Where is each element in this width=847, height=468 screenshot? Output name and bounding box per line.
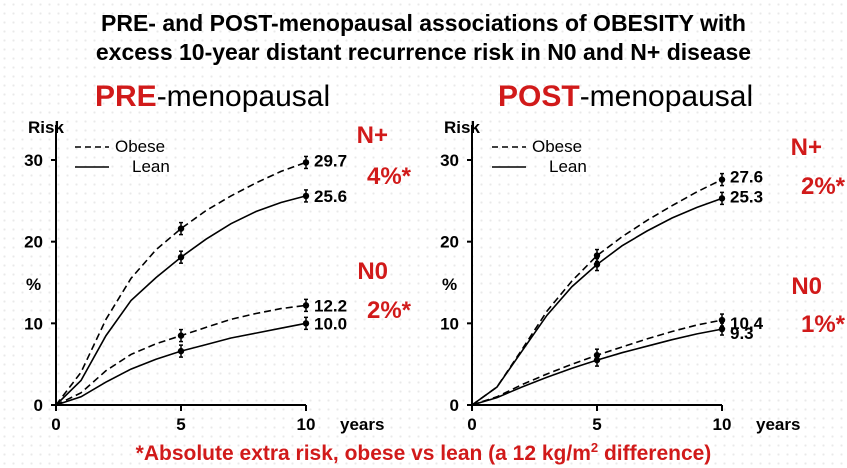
figure-title-line-2: excess 10-year distant recurrence risk i… bbox=[95, 39, 752, 65]
pre-data-point bbox=[302, 192, 310, 200]
post-data-point bbox=[593, 356, 601, 364]
post-menopausal-panel-title: POST-menopausal bbox=[498, 80, 753, 114]
pre-nplus-group-label: N+ bbox=[357, 122, 388, 149]
pre-x-tick-label: 5 bbox=[176, 415, 185, 434]
post-data-point bbox=[593, 252, 601, 259]
pre-y-tick-label: 20 bbox=[24, 233, 43, 252]
pre-x-tick-label: 10 bbox=[297, 415, 316, 434]
post-data-point bbox=[593, 261, 601, 268]
pre-legend-label-lean: Lean bbox=[132, 157, 170, 176]
post-nplus-lean-end-label: 25.3 bbox=[730, 187, 763, 206]
footnote: *Absolute extra risk, obese vs lean (a 1… bbox=[0, 434, 847, 468]
post-n0-lean-end-label: 9.3 bbox=[730, 324, 754, 343]
post-n0-group-label: N0 bbox=[791, 273, 822, 300]
post-x-tick-label: 0 bbox=[467, 415, 476, 434]
pre-data-point bbox=[177, 347, 185, 355]
pre-n0-obese-end-label: 12.2 bbox=[314, 296, 347, 315]
footnote-main: *Absolute extra risk, obese vs lean (a 1… bbox=[135, 442, 591, 465]
post-x-tick-label: 5 bbox=[592, 415, 601, 434]
footnote-end: difference) bbox=[598, 442, 712, 465]
pre-data-point bbox=[302, 159, 310, 166]
post-x-axis-title: years bbox=[756, 415, 800, 434]
figure-title-line-1: PRE- and POST-menopausal associations of… bbox=[101, 10, 746, 36]
post-y-tick-label: 0 bbox=[450, 396, 459, 415]
pre-nplus-excess-risk: 4%* bbox=[367, 163, 412, 190]
post-data-point bbox=[718, 316, 726, 324]
footnote-superscript: 2 bbox=[590, 440, 599, 455]
post-y-axis-title: Risk bbox=[444, 118, 480, 137]
post-nplus-group-label: N+ bbox=[791, 134, 822, 161]
post-y-tick-label: 30 bbox=[440, 151, 459, 170]
pre-nplus-lean-end-label: 25.6 bbox=[314, 187, 347, 206]
post-legend-label-obese: Obese bbox=[532, 137, 582, 156]
pre-y-tick-label: 30 bbox=[24, 151, 43, 170]
pre-data-point bbox=[177, 225, 185, 232]
pre-y-axis-unit: % bbox=[26, 275, 41, 294]
post-title-rest: -menopausal bbox=[579, 80, 754, 113]
pre-nplus-obese-end-label: 29.7 bbox=[314, 151, 347, 170]
pre-n0-group-label: N0 bbox=[357, 258, 388, 285]
post-data-point bbox=[718, 195, 726, 202]
post-nplus-lean-line bbox=[471, 197, 723, 406]
post-x-tick-label: 10 bbox=[713, 415, 732, 434]
pre-title-highlight: PRE bbox=[95, 80, 157, 113]
post-y-tick-label: 20 bbox=[440, 233, 459, 252]
pre-y-tick-label: 10 bbox=[24, 314, 43, 333]
pre-y-tick-label: 0 bbox=[34, 396, 43, 415]
post-y-axis-unit: % bbox=[442, 275, 457, 294]
pre-y-axis-title: Risk bbox=[28, 118, 64, 137]
pre-legend-label-obese: Obese bbox=[115, 137, 165, 156]
pre-data-point bbox=[177, 332, 185, 339]
pre-n0-lean-end-label: 10.0 bbox=[314, 314, 347, 333]
post-y-tick-label: 10 bbox=[440, 314, 459, 333]
pre-data-point bbox=[302, 320, 310, 327]
pre-data-point bbox=[302, 302, 310, 309]
pre-x-tick-label: 0 bbox=[51, 415, 60, 434]
post-n0-obese-end-label: 10.4 bbox=[730, 314, 764, 333]
pre-x-axis-title: years bbox=[340, 415, 384, 434]
post-data-point bbox=[718, 176, 726, 183]
pre-nplus-obese-line bbox=[55, 161, 307, 406]
pre-title-rest: -menopausal bbox=[156, 80, 331, 113]
pre-data-point bbox=[177, 253, 185, 261]
pre-n0-excess-risk: 2%* bbox=[367, 297, 412, 324]
post-n0-excess-risk: 1%* bbox=[801, 311, 846, 338]
post-legend-label-lean: Lean bbox=[549, 157, 587, 176]
pre-menopausal-panel-title: PRE-menopausal bbox=[95, 80, 330, 114]
post-n0-lean-line bbox=[471, 328, 723, 406]
post-nplus-excess-risk: 2%* bbox=[801, 173, 846, 200]
post-title-highlight: POST bbox=[498, 80, 580, 113]
post-data-point bbox=[718, 325, 726, 333]
post-nplus-obese-end-label: 27.6 bbox=[730, 168, 763, 187]
